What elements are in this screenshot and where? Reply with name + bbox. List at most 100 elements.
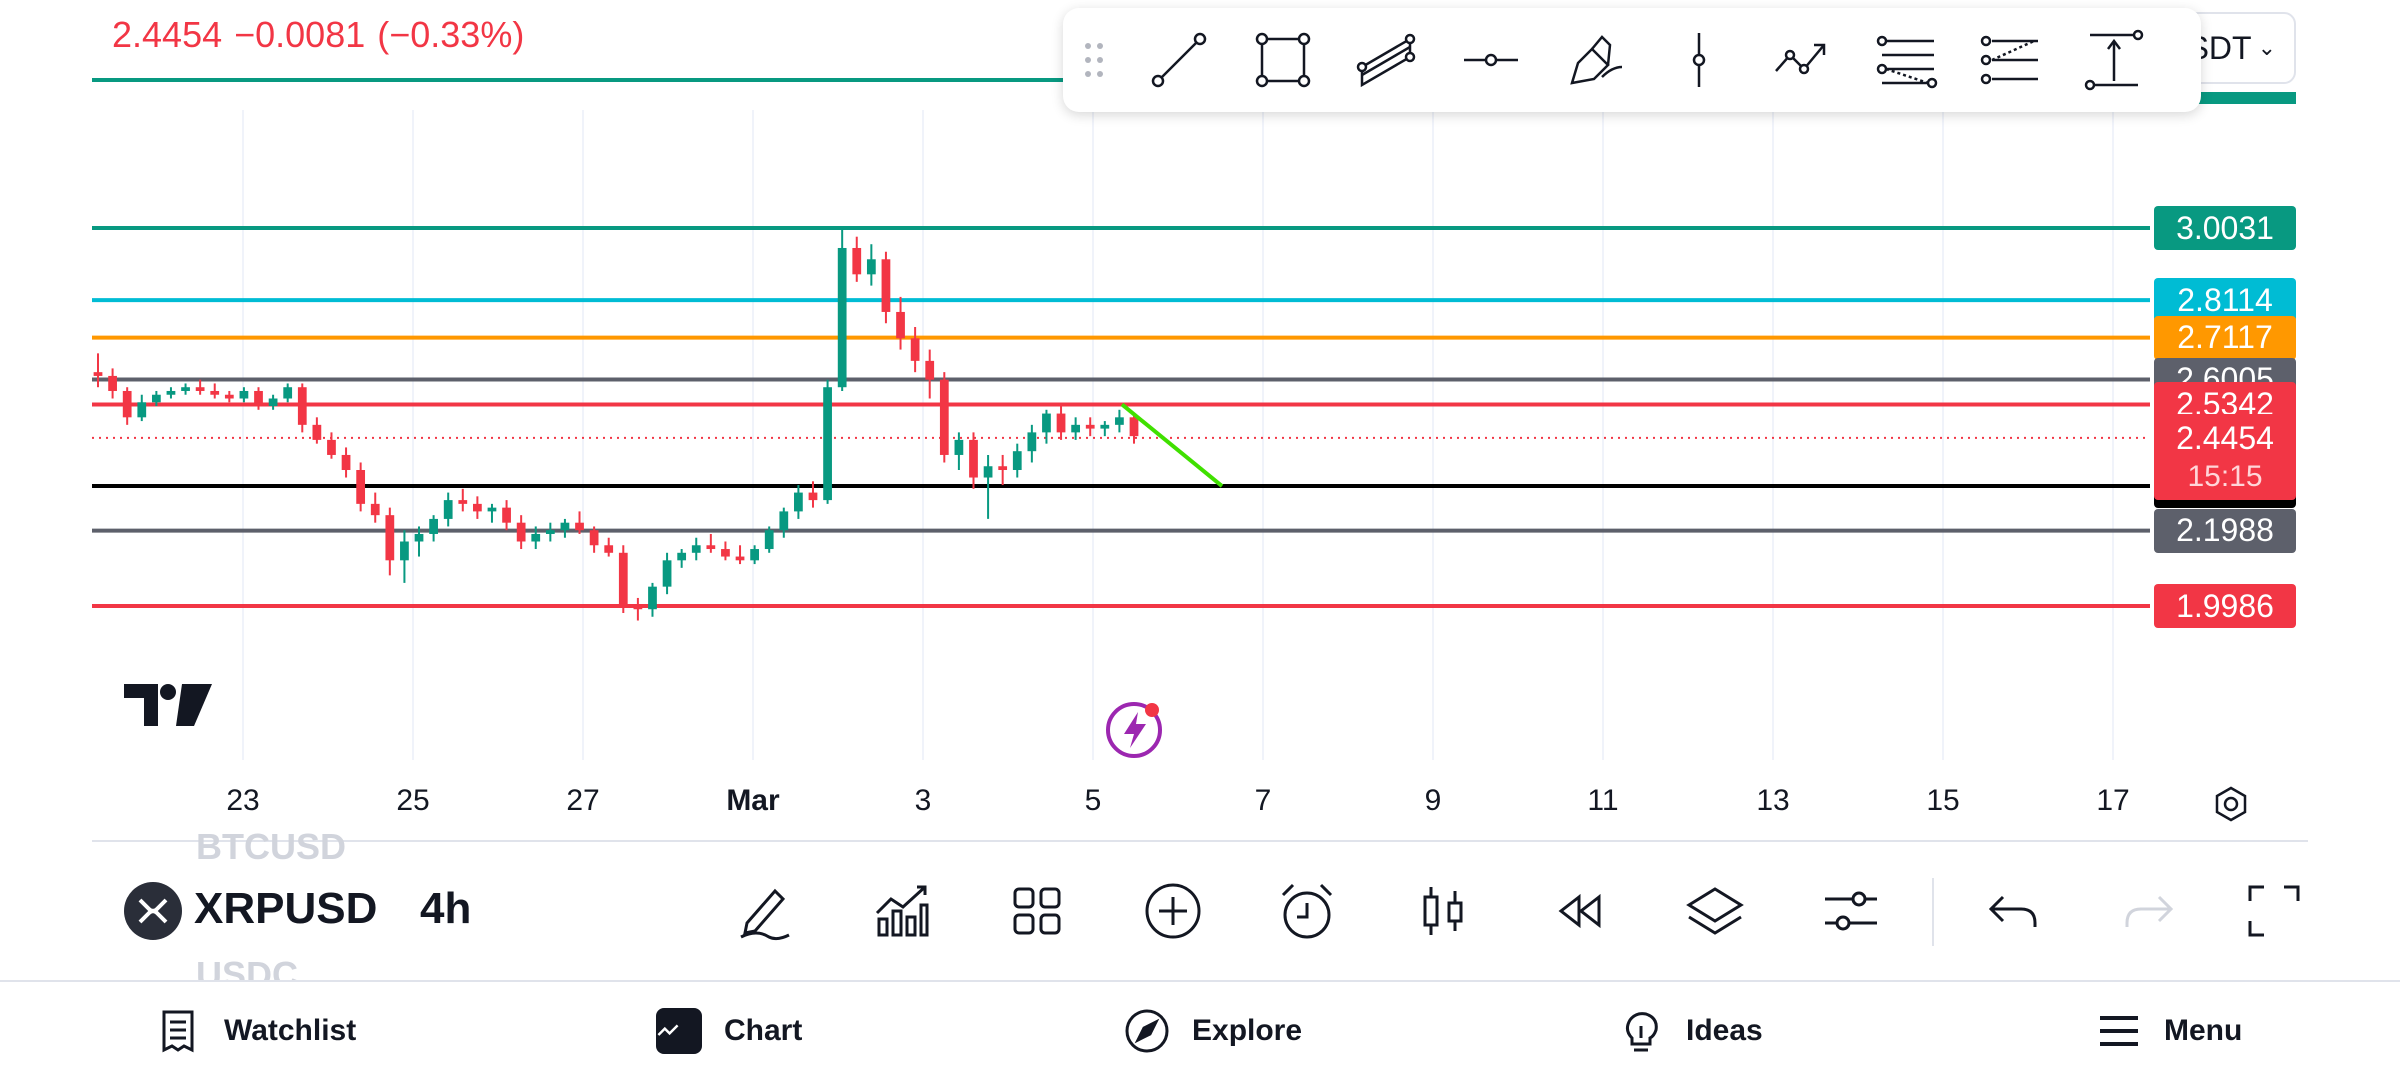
level-price-label: 2.8114 — [2154, 278, 2296, 323]
drawing-tools-icon[interactable] — [726, 872, 804, 950]
candle-body — [866, 259, 876, 275]
alarm-icon[interactable] — [1268, 872, 1346, 950]
candle-body — [1056, 413, 1066, 433]
candle-body — [239, 390, 249, 399]
candle-body — [618, 552, 628, 606]
fib-extension-icon[interactable] — [1959, 8, 2063, 112]
settings-sliders-icon[interactable] — [1812, 872, 1890, 950]
time-tick-label: 9 — [1424, 784, 1442, 817]
candle-body — [312, 424, 322, 440]
trend-line-icon[interactable] — [1127, 8, 1231, 112]
candle-body — [414, 533, 424, 542]
candle-body — [983, 466, 993, 478]
nav-watchlist[interactable]: Watchlist — [156, 1006, 356, 1056]
brush-icon[interactable] — [1543, 8, 1647, 112]
candle-body — [721, 549, 730, 557]
long-position-icon[interactable] — [2063, 8, 2167, 112]
nav-ideas[interactable]: Ideas — [1618, 1006, 1763, 1056]
candle-body — [122, 390, 132, 418]
interval-button[interactable]: 4h — [420, 884, 472, 933]
candle-body — [648, 586, 657, 610]
trend-line — [1120, 402, 1224, 488]
indicators-icon[interactable] — [862, 872, 940, 950]
candle-body — [370, 503, 380, 516]
candle-body — [1027, 432, 1037, 452]
undo-icon[interactable] — [1974, 872, 2052, 950]
candle-body — [1100, 424, 1110, 429]
time-tick-label: 3 — [914, 784, 932, 817]
price-change-pct: (−0.33%) — [377, 14, 525, 55]
horizontal-ray-icon[interactable] — [1439, 8, 1543, 112]
candle-body — [633, 605, 643, 610]
nav-explore[interactable]: Explore — [1124, 1006, 1302, 1056]
horizontal-levels — [92, 78, 2296, 608]
price-chart[interactable] — [0, 0, 2400, 840]
candle-body — [502, 507, 511, 523]
compass-icon — [1125, 1009, 1169, 1053]
last-price: 2.4454 — [112, 14, 223, 55]
nav-menu[interactable]: Menu — [2096, 1006, 2242, 1056]
time-tick-label: Mar — [726, 784, 780, 817]
add-icon[interactable] — [1134, 872, 1212, 950]
candle-body — [1115, 417, 1124, 425]
candle-body — [254, 390, 263, 407]
candle-body — [779, 511, 789, 531]
layers-icon[interactable] — [1676, 872, 1754, 950]
candle-body — [210, 390, 220, 395]
candle-body — [1071, 424, 1081, 433]
chart-icon — [656, 1008, 702, 1054]
chart-drawings — [1120, 402, 1224, 488]
drawing-toolbar — [1063, 8, 2201, 112]
candle-body — [473, 503, 482, 512]
bar-countdown: 15:15 — [2187, 460, 2263, 493]
chart-grid — [242, 110, 2114, 760]
candle-body — [925, 360, 935, 380]
hamburger-icon — [2100, 1016, 2138, 1046]
drag-handle-icon[interactable] — [1063, 8, 1127, 112]
rectangle-icon[interactable] — [1231, 8, 1335, 112]
watchlist-icon — [162, 1010, 194, 1053]
candle-body — [93, 372, 103, 376]
time-tick-label: 5 — [1084, 784, 1102, 817]
redo-icon[interactable] — [2110, 872, 2188, 950]
candle-body — [706, 545, 716, 550]
symbol-name[interactable]: XRPUSD — [194, 884, 378, 933]
time-tick-label: 15 — [1926, 784, 1960, 817]
candles — [93, 229, 1139, 621]
candle-body — [691, 545, 701, 553]
toolbar-separator — [1932, 878, 1934, 946]
candle-body — [195, 387, 205, 391]
path-icon[interactable] — [1751, 8, 1855, 112]
candle-body — [969, 439, 978, 478]
replay-icon[interactable] — [1540, 872, 1618, 950]
symbol-logo-icon[interactable] — [124, 882, 182, 940]
candle-body — [268, 398, 278, 407]
candle-style-icon[interactable] — [1404, 872, 1482, 950]
candle-body — [400, 541, 409, 561]
chart-settings-icon[interactable] — [2211, 784, 2251, 824]
vertical-line-icon[interactable] — [1647, 8, 1751, 112]
parallel-channel-icon[interactable] — [1335, 8, 1439, 112]
candle-body — [794, 492, 803, 512]
time-tick-label: 11 — [1587, 784, 1619, 817]
time-tick-label: 27 — [566, 784, 600, 817]
fullscreen-icon[interactable] — [2240, 872, 2308, 950]
price-change: −0.0081 — [234, 14, 366, 55]
time-tick-label: 23 — [226, 784, 260, 817]
candle-body — [487, 507, 497, 512]
candle-body — [837, 247, 847, 388]
time-tick-label: 7 — [1254, 784, 1272, 817]
nav-chart[interactable]: Chart — [656, 1006, 802, 1056]
candle-body — [1042, 413, 1051, 433]
candle-body — [224, 394, 234, 399]
time-tick-label: 25 — [396, 784, 430, 817]
lightning-icon[interactable] — [1102, 696, 1166, 760]
candle-body — [356, 470, 366, 504]
candle-body — [560, 522, 570, 531]
level-price-label: 2.7117 — [2154, 315, 2296, 360]
candle-body — [429, 518, 438, 534]
current-price-label: 2.4454 15:15 — [2154, 414, 2296, 500]
candle-body — [852, 247, 862, 275]
layout-icon[interactable] — [998, 872, 1076, 950]
fib-retracement-icon[interactable] — [1855, 8, 1959, 112]
